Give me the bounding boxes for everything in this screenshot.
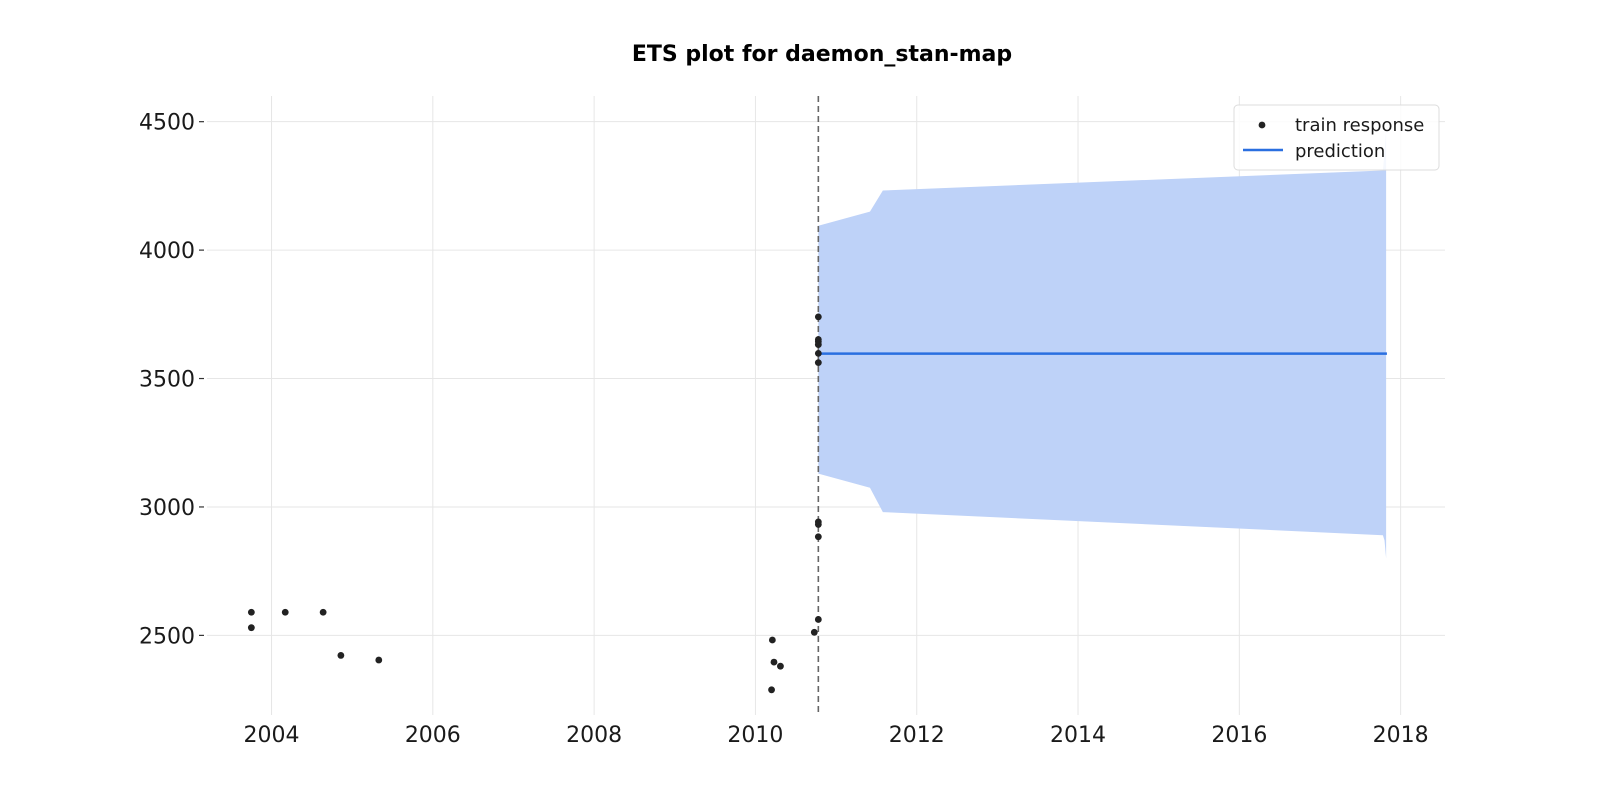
- y-tick-label: 4000: [139, 239, 195, 264]
- train-response-point: [768, 636, 776, 644]
- x-tick-label: 2012: [889, 723, 945, 748]
- axes: 2004 2006 2008 2010 2012 2014 2016 2018 2500 3000…: [139, 111, 1429, 748]
- x-tick-label: 2016: [1211, 723, 1267, 748]
- prediction-interval-area: [818, 129, 1387, 559]
- train-response-point: [814, 359, 822, 367]
- train-response-point: [247, 624, 255, 632]
- train-response-point: [337, 652, 345, 659]
- train-response-point: [814, 349, 822, 357]
- train-response-series: [247, 313, 822, 694]
- legend-marker-train-response: [1258, 121, 1266, 129]
- y-tick-label: 3000: [139, 496, 195, 521]
- train-response-point: [814, 336, 822, 343]
- x-tick-label: 2006: [405, 723, 461, 748]
- train-response-point: [375, 656, 383, 664]
- legend-box: [1233, 104, 1440, 171]
- x-tick-label: 2004: [244, 723, 300, 748]
- train-response-point: [247, 608, 255, 616]
- prediction-interval-band: [818, 129, 1387, 559]
- y-tick-label: 4500: [139, 111, 195, 136]
- train-response-point: [281, 608, 289, 616]
- x-tick-label: 2014: [1050, 723, 1106, 748]
- train-response-point: [768, 686, 775, 694]
- y-tick-label: 3500: [139, 368, 195, 393]
- train-response-point: [777, 662, 784, 670]
- y-tick-label: 2500: [139, 624, 195, 649]
- legend: train response prediction: [1233, 104, 1440, 171]
- x-tick-label: 2010: [727, 723, 783, 748]
- train-response-point: [814, 313, 822, 321]
- chart-title: ETS plot for daemon_stan-map: [632, 42, 1012, 67]
- x-tick-label: 2018: [1373, 723, 1429, 748]
- train-response-point: [814, 533, 822, 541]
- train-response-point: [810, 628, 818, 636]
- train-response-point: [814, 518, 822, 526]
- train-response-point: [814, 616, 822, 623]
- train-response-point: [319, 608, 327, 616]
- x-tick-label: 2008: [566, 723, 622, 748]
- legend-label-prediction: prediction: [1295, 141, 1385, 162]
- train-response-point: [770, 658, 778, 666]
- legend-label-train-response: train response: [1295, 115, 1424, 136]
